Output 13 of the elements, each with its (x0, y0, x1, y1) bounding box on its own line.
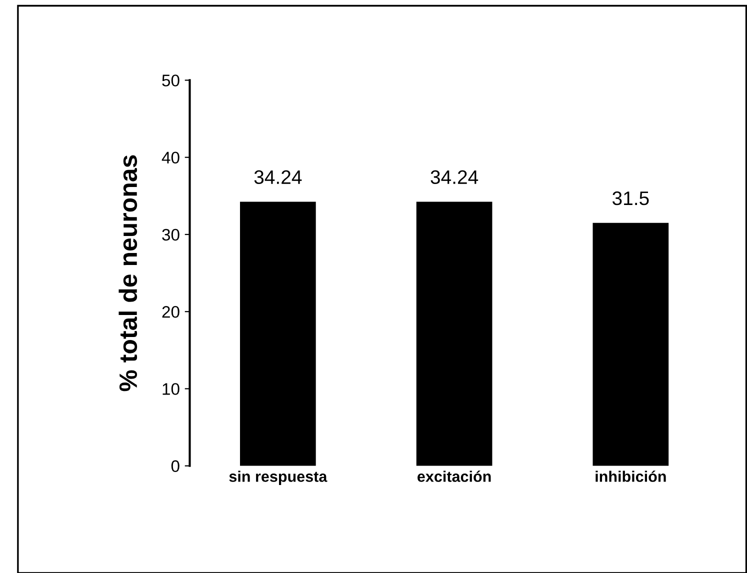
x-tick-label: inhibición (596, 470, 666, 482)
data-label: 34.24 (430, 170, 478, 184)
data-label: 31.5 (612, 191, 649, 206)
x-tick-label: excitación (418, 470, 491, 482)
y-tick-label: 0 (171, 460, 180, 472)
y-tick-label: 30 (162, 228, 180, 241)
y-tick-label: 20 (162, 306, 180, 318)
x-tick-label: sin respuesta (229, 470, 328, 485)
y-tick-label: 50 (162, 74, 180, 86)
data-label: 34.24 (254, 170, 302, 184)
y-tick-label: 10 (162, 383, 180, 395)
y-tick-label: 40 (162, 152, 180, 164)
y-axis-title: % total de neuronas (118, 155, 138, 392)
